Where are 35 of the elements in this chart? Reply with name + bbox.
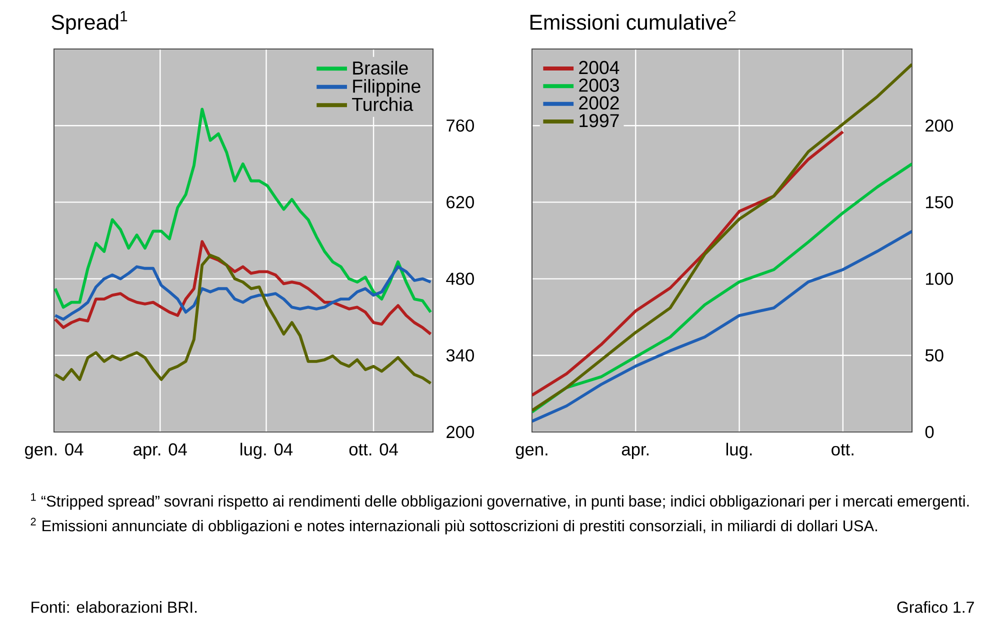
legend-label: 1997 (580, 114, 619, 128)
legend-label: Brasile (353, 60, 408, 75)
legend-label: Turchia (352, 97, 414, 112)
text: $^{1}$ “Stripped spread” sovrani rispetto ai rendimenti delle obbligazioni governative, in punti base; indici obbligazionari per i mercati emergenti. $^{2}$ Emissioni annunciate di obbligazioni e notes internazionali più sottoscrizioni di prestiti consorziali, in miliardi di dollari USA. (30, 493, 969, 534)
x-tick-label: lug. 04 (240, 442, 293, 459)
x-tick-label: apr. 04 (134, 443, 187, 459)
legend-label: Filippine (353, 79, 420, 97)
line-series (54, 254, 432, 385)
x-tick-label: ott. (832, 444, 854, 456)
y-tick-label: 620 (446, 196, 474, 208)
line-series (532, 230, 912, 423)
legend-label: 2004 (579, 60, 620, 74)
x-tick-label: lug. (726, 442, 752, 459)
legend-label: 2003 (579, 78, 619, 92)
y-tick-label: 150 (926, 196, 953, 208)
y-tick-label: 340 (446, 349, 474, 362)
chart-title: Spread$^{1}$ (52, 10, 128, 34)
line-series (532, 130, 844, 397)
legend-label: 2002 (579, 96, 619, 110)
y-tick-label: 50 (925, 349, 944, 362)
y-tick-label: 100 (926, 272, 953, 285)
x-tick-label: ott. 04 (349, 443, 398, 456)
line-series (54, 265, 432, 321)
y-tick-label: 0 (925, 426, 934, 438)
chart-title: Emissioni cumulative$^{2}$ (530, 10, 736, 30)
line-series (54, 240, 432, 336)
y-tick-label: 200 (446, 426, 474, 438)
text: Grafico 1.7 (897, 601, 974, 613)
x-tick-label: apr. (622, 446, 649, 459)
x-tick-label: gen. 04 (25, 443, 84, 459)
y-tick-label: 200 (926, 119, 953, 132)
text: Fonti: elaborazioni BRI. (32, 601, 197, 613)
y-tick-label: 760 (446, 119, 474, 132)
y-tick-label: 480 (446, 272, 474, 285)
x-tick-label: gen. (516, 446, 548, 459)
